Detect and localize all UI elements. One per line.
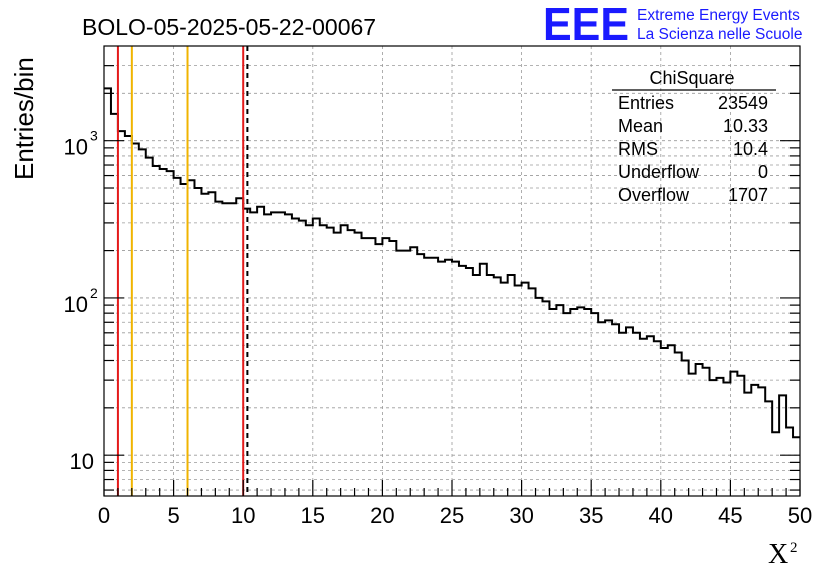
x-tick-label: 35 (579, 503, 603, 528)
eee-logo-line1: Extreme Energy Events (637, 7, 800, 24)
y-axis-label: Entries/bin (9, 57, 39, 180)
stats-value-entries: 23549 (718, 93, 768, 113)
eee-logo: EEE Extreme Energy Events La Scienza nel… (543, 0, 802, 50)
stats-value-underflow: 0 (758, 162, 768, 182)
x-tick-label: 0 (98, 503, 110, 528)
stats-label-entries: Entries (618, 93, 674, 113)
stats-value-overflow: 1707 (728, 185, 768, 205)
y-tick-label: 10 (70, 449, 94, 474)
x-tick-label: 5 (167, 503, 179, 528)
y-tick-label: 10 2 (64, 285, 98, 317)
eee-logo-line2: La Scienza nelle Scuole (637, 26, 802, 43)
stats-label-rms: RMS (618, 139, 658, 159)
stats-value-mean: 10.33 (723, 116, 768, 136)
stats-label-underflow: Underflow (618, 162, 700, 182)
histogram (104, 87, 800, 439)
x-tick-label: 50 (788, 503, 812, 528)
stats-title: ChiSquare (649, 68, 734, 88)
stats-box: ChiSquare Entries 23549 Mean 10.33 RMS 10.4 Un… (612, 68, 776, 205)
x-tick-label: 10 (231, 503, 255, 528)
stats-label-overflow: Overflow (618, 185, 690, 205)
cut-lines (116, 46, 249, 496)
y-tick-label: 10 3 (64, 128, 98, 160)
chart-title: BOLO-05-2025-05-22-00067 (82, 14, 376, 40)
y-tick-label-base: 10 (64, 135, 88, 160)
histogram-step-line (104, 87, 800, 439)
grid-lines (104, 46, 800, 496)
x-tick-label: 45 (718, 503, 742, 528)
x-axis-label-exponent: 2 (790, 540, 798, 556)
x-axis: 0 5 10 15 20 25 30 35 40 45 50 (98, 480, 812, 528)
y-tick-label-base: 10 (70, 449, 94, 474)
stats-label-mean: Mean (618, 116, 663, 136)
x-tick-label: 40 (649, 503, 673, 528)
x-tick-label: 30 (509, 503, 533, 528)
x-tick-label: 20 (370, 503, 394, 528)
eee-logo-mark: EEE (543, 0, 629, 50)
x-tick-label: 25 (440, 503, 464, 528)
stats-value-rms: 10.4 (733, 139, 768, 159)
y-tick-label-exponent: 3 (90, 128, 98, 144)
x-axis-label-base: X (768, 539, 788, 570)
y-tick-label-exponent: 2 (90, 285, 98, 301)
x-tick-label: 15 (301, 503, 325, 528)
x-axis-label: X 2 (768, 539, 798, 570)
stats-rows: Entries 23549 Mean 10.33 RMS 10.4 Underflow 0 Ov… (618, 93, 768, 205)
y-tick-label-base: 10 (64, 292, 88, 317)
